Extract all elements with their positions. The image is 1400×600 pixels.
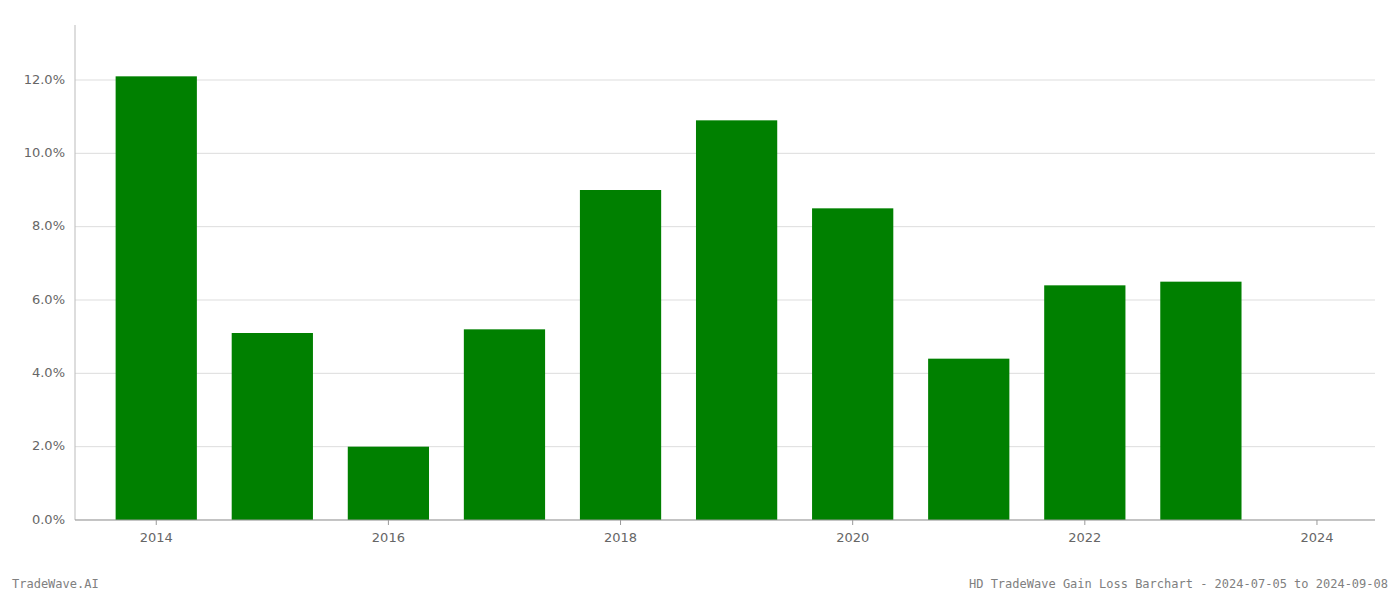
bar bbox=[696, 120, 777, 520]
x-tick-label: 2018 bbox=[604, 530, 637, 545]
y-tick-label: 4.0% bbox=[32, 365, 65, 380]
y-tick-label: 8.0% bbox=[32, 218, 65, 233]
x-tick bbox=[1316, 520, 1317, 525]
x-tick bbox=[852, 520, 853, 525]
y-tick-label: 6.0% bbox=[32, 292, 65, 307]
bar bbox=[1044, 285, 1125, 520]
bar bbox=[116, 76, 197, 520]
y-axis-line bbox=[75, 25, 76, 520]
chart-svg: 0.0% 2.0% 4.0% 6.0% 8.0% 10.0% 12.0% 2014 2016 20… bbox=[0, 0, 1400, 600]
x-tick-label: 2014 bbox=[140, 530, 173, 545]
y-tick-label: 10.0% bbox=[24, 145, 65, 160]
grid-line bbox=[75, 520, 1375, 521]
bar bbox=[348, 447, 429, 520]
x-tick-label: 2020 bbox=[836, 530, 869, 545]
grid-line bbox=[75, 80, 1375, 81]
footer-text: HD TradeWave Gain Loss Barchart - 2024-0… bbox=[969, 577, 1388, 591]
y-grid bbox=[75, 80, 1375, 520]
bar bbox=[1160, 282, 1241, 520]
x-tick-label: 2024 bbox=[1300, 530, 1333, 545]
x-tick bbox=[388, 520, 389, 525]
chart-container: 0.0% 2.0% 4.0% 6.0% 8.0% 10.0% 12.0% 2014 2016 20… bbox=[0, 0, 1400, 600]
x-tick bbox=[1084, 520, 1085, 525]
x-tick bbox=[620, 520, 621, 525]
x-axis-line bbox=[75, 520, 1375, 521]
bar bbox=[928, 359, 1009, 520]
x-tick bbox=[156, 520, 157, 525]
footer-text: TradeWave.AI bbox=[12, 577, 99, 591]
x-tick-label: 2016 bbox=[372, 530, 405, 545]
bar bbox=[812, 208, 893, 520]
bar bbox=[464, 329, 545, 520]
x-tick-label: 2022 bbox=[1068, 530, 1101, 545]
bars bbox=[116, 76, 1242, 520]
bar bbox=[232, 333, 313, 520]
bar bbox=[580, 190, 661, 520]
y-tick-label: 2.0% bbox=[32, 438, 65, 453]
y-tick-label: 0.0% bbox=[32, 512, 65, 527]
y-tick-label: 12.0% bbox=[24, 72, 65, 87]
